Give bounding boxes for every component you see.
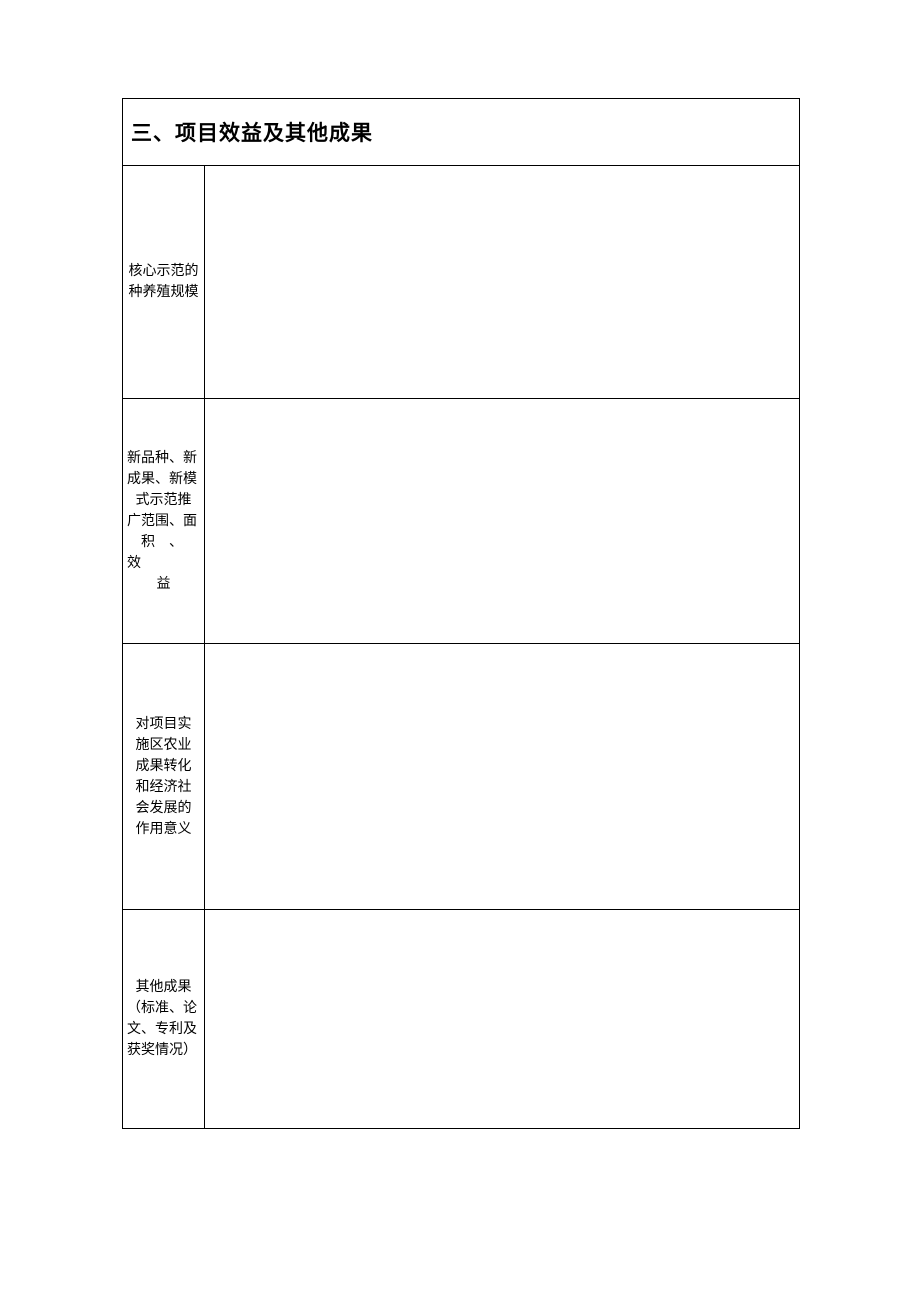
label-significance: 对项目实 施区农业 成果转化 和经济社 会发展的 作用意义 xyxy=(127,714,200,840)
label-promotion-line5: 积、效 xyxy=(127,532,200,574)
value-cell-scale[interactable] xyxy=(205,166,799,398)
label-promotion: 新品种、新 成果、新模 式示范推 广范围、面 积、效 益 xyxy=(127,448,200,595)
label-significance-line6: 作用意义 xyxy=(127,819,200,840)
label-promotion-line1: 新品种、新 xyxy=(127,448,200,469)
label-scale: 核心示范的种养殖规模 xyxy=(127,261,200,303)
label-other-results: 其他成果 （标准、论 文、专利及 获奖情况） xyxy=(127,977,200,1061)
value-cell-promotion[interactable] xyxy=(205,399,799,643)
form-row-significance: 对项目实 施区农业 成果转化 和经济社 会发展的 作用意义 xyxy=(123,644,799,910)
label-cell-scale: 核心示范的种养殖规模 xyxy=(123,166,205,398)
section-header: 三、项目效益及其他成果 xyxy=(123,99,799,166)
label-other-line3: 文、专利及 xyxy=(127,1019,200,1040)
label-cell-other-results: 其他成果 （标准、论 文、专利及 获奖情况） xyxy=(123,910,205,1128)
label-promotion-line4: 广范围、面 xyxy=(127,511,200,532)
form-row-scale: 核心示范的种养殖规模 xyxy=(123,166,799,399)
label-significance-line4: 和经济社 xyxy=(127,777,200,798)
label-significance-line5: 会发展的 xyxy=(127,798,200,819)
label-promotion-line6: 益 xyxy=(127,574,200,595)
form-row-other-results: 其他成果 （标准、论 文、专利及 获奖情况） xyxy=(123,910,799,1129)
label-cell-significance: 对项目实 施区农业 成果转化 和经济社 会发展的 作用意义 xyxy=(123,644,205,909)
label-other-line2: （标准、论 xyxy=(127,998,200,1019)
label-significance-line2: 施区农业 xyxy=(127,735,200,756)
value-cell-significance[interactable] xyxy=(205,644,799,909)
label-cell-promotion: 新品种、新 成果、新模 式示范推 广范围、面 积、效 益 xyxy=(123,399,205,643)
section-title: 三、项目效益及其他成果 xyxy=(131,121,373,145)
label-promotion-line2: 成果、新模 xyxy=(127,469,200,490)
label-other-line4: 获奖情况） xyxy=(127,1040,200,1061)
label-promotion-line3: 式示范推 xyxy=(127,490,200,511)
form-table: 三、项目效益及其他成果 核心示范的种养殖规模 新品种、新 成果、新模 式示范推 … xyxy=(122,98,800,1129)
form-row-promotion: 新品种、新 成果、新模 式示范推 广范围、面 积、效 益 xyxy=(123,399,799,644)
value-cell-other-results[interactable] xyxy=(205,910,799,1128)
label-significance-line1: 对项目实 xyxy=(127,714,200,735)
label-significance-line3: 成果转化 xyxy=(127,756,200,777)
label-other-line1: 其他成果 xyxy=(127,977,200,998)
